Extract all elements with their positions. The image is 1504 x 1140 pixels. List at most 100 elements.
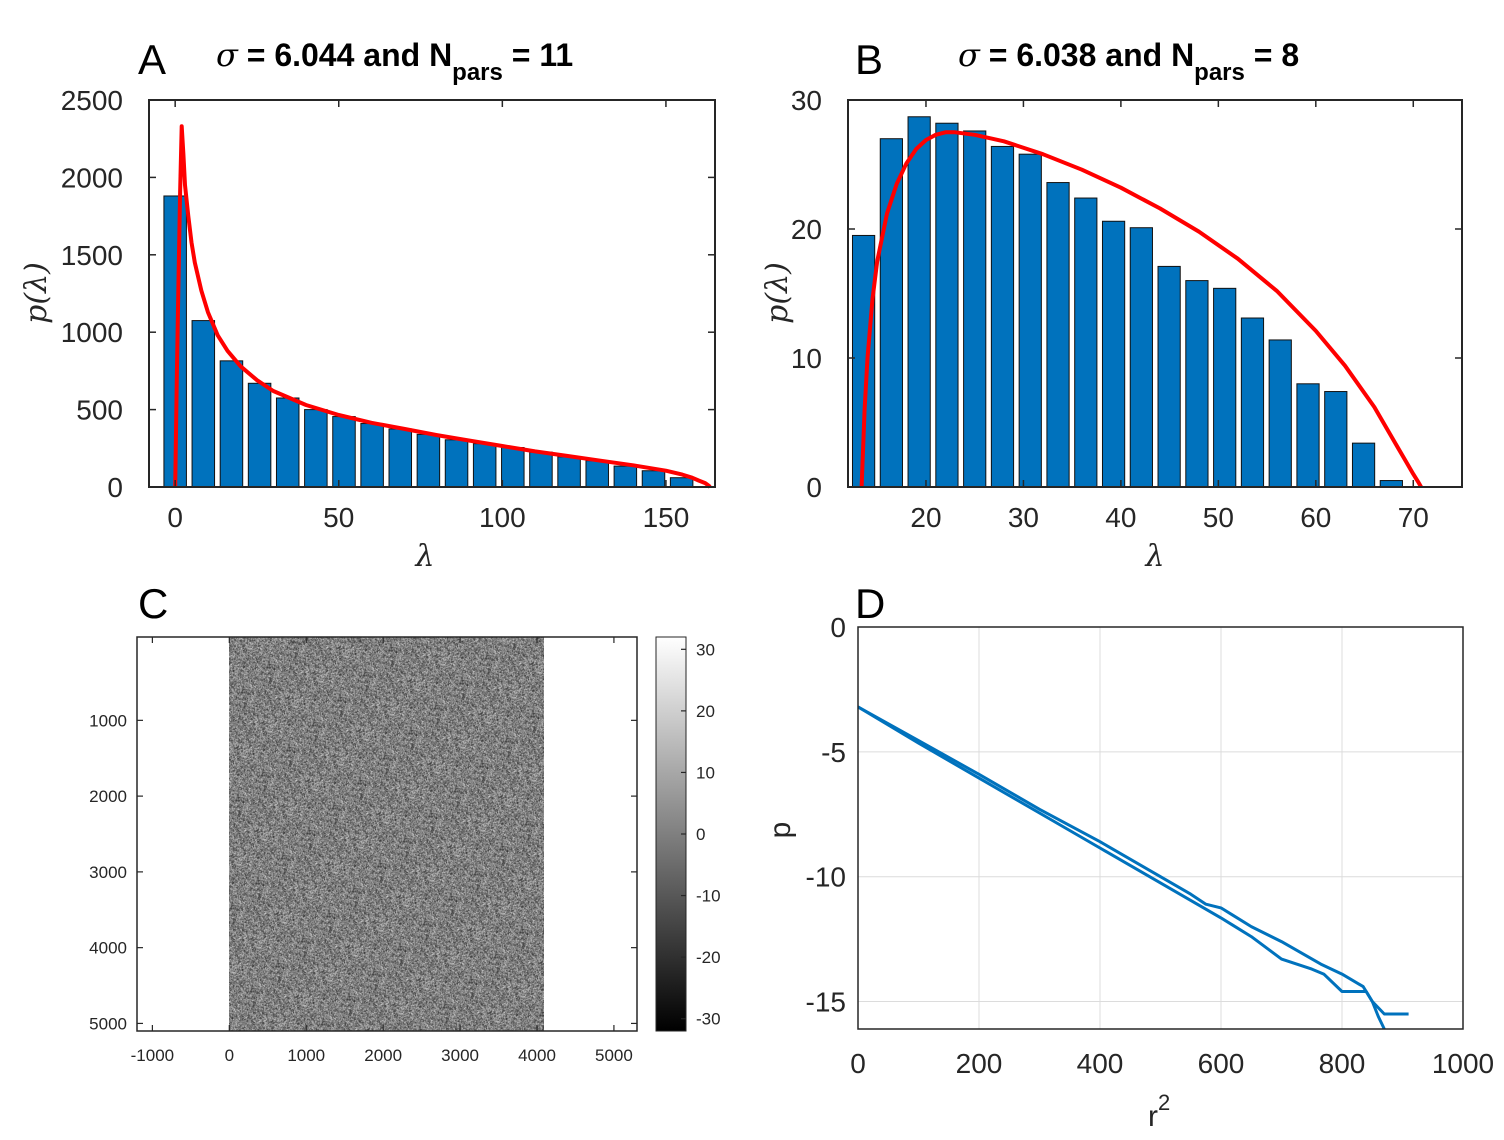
chart-c-xtick-label: 5000 xyxy=(595,1046,633,1065)
panel-a-title: σ = 6.044 and Npars = 11 xyxy=(216,36,573,86)
chart-d-series-lower xyxy=(858,705,1386,1029)
chart-b-bar xyxy=(1018,153,1042,488)
chart-d-ytick-label: 0 xyxy=(830,612,846,643)
chart-d-xtick-label: 200 xyxy=(956,1048,1003,1079)
chart-a-bar xyxy=(472,443,497,488)
chart-c-ytick-label: 4000 xyxy=(89,939,127,958)
chart-d-xtick-label: 1000 xyxy=(1432,1048,1494,1079)
chart-a-bar xyxy=(219,360,244,488)
chart-d-ytick-label: -15 xyxy=(806,987,846,1018)
chart-c-xtick-label: -1000 xyxy=(131,1046,174,1065)
chart-b-axes-box xyxy=(847,99,1463,488)
chart-b-xtick-label: 40 xyxy=(1105,502,1136,533)
chart-d-xtick-label: 400 xyxy=(1077,1048,1124,1079)
chart-d-xlabel-sup: 2 xyxy=(1158,1090,1170,1115)
panel-b-title: σ = 6.038 and Npars = 8 xyxy=(958,36,1299,86)
chart-b-bar xyxy=(1213,287,1237,488)
colorbar-tick-label: 0 xyxy=(696,825,705,844)
chart-a-bar xyxy=(529,451,553,488)
chart-a-xlabel: λ xyxy=(414,539,434,574)
chart-b-bar xyxy=(935,122,959,488)
panel-letter-b: B xyxy=(855,36,883,83)
chart-a-ytick-label: 500 xyxy=(76,395,123,426)
chart-a-bar xyxy=(585,460,609,488)
chart-b-bar xyxy=(963,130,987,488)
chart-b-bar xyxy=(1296,383,1320,488)
chart-a-bar xyxy=(641,470,666,488)
chart-a-bar xyxy=(613,465,638,488)
chart-a-bar xyxy=(304,409,328,488)
chart-a-bar xyxy=(247,382,272,488)
chart-d-xtick-label: 600 xyxy=(1198,1048,1245,1079)
colorbar-tick-label: 30 xyxy=(696,640,715,659)
chart-b-xtick-label: 30 xyxy=(1008,502,1039,533)
panel-letter-d: D xyxy=(855,580,885,627)
chart-b-bar xyxy=(990,145,1015,488)
chart-a-bar xyxy=(669,477,694,488)
chart-c-heatmap: -1000 0 1000 2000 3000 4000 5000 1000 2000 3000 40… xyxy=(89,636,721,1065)
chart-c-xtick-label: 2000 xyxy=(364,1046,402,1065)
chart-a-bar xyxy=(388,428,413,488)
chart-b-bar xyxy=(1240,317,1265,488)
chart-b-ylabel: p(λ) xyxy=(760,262,795,324)
heatmap-noise-region xyxy=(229,637,545,1031)
chart-b-ytick-label: 10 xyxy=(791,343,822,374)
chart-a-bar xyxy=(501,447,525,488)
chart-b-bar xyxy=(1185,280,1209,488)
panel-b-title-sub: pars xyxy=(1194,59,1245,86)
chart-a-xtick-label: 50 xyxy=(323,502,354,533)
chart-a-bar xyxy=(275,397,300,488)
colorbar-tick-label: -10 xyxy=(696,887,721,906)
chart-b-bar xyxy=(1046,182,1070,488)
panel-a-title-end: = 11 xyxy=(503,37,573,73)
panel-b-title-sigma: σ xyxy=(958,36,981,74)
chart-b-ytick-label: 0 xyxy=(806,472,822,503)
chart-b-histogram: 20 30 40 50 60 70 0 10 20 30 xyxy=(791,85,1463,533)
chart-a-fit-curve xyxy=(173,124,712,489)
chart-b-bar xyxy=(879,138,903,488)
heatmap-noise-canvas xyxy=(229,637,545,1031)
chart-c-xtick-label: 4000 xyxy=(518,1046,556,1065)
chart-b-bar xyxy=(1157,265,1181,488)
chart-b-fit-curve xyxy=(859,130,1423,488)
chart-b-ytick-label: 20 xyxy=(791,214,822,245)
chart-a-ytick-label: 0 xyxy=(107,472,123,503)
chart-d-xlabel-main: r xyxy=(1148,1100,1158,1133)
chart-b-bar xyxy=(1074,197,1098,488)
chart-c-xtick-label: 0 xyxy=(225,1046,234,1065)
chart-b-xtick-label: 70 xyxy=(1398,502,1429,533)
chart-c-ytick-label: 1000 xyxy=(89,711,127,730)
chart-a-bar xyxy=(360,423,384,488)
colorbar-tick-label: -20 xyxy=(696,948,721,967)
chart-b-xtick-label: 50 xyxy=(1203,502,1234,533)
chart-d-ytick-label: -10 xyxy=(806,862,846,893)
chart-d-ytick-label: -5 xyxy=(821,737,846,768)
chart-c-axes-box xyxy=(136,636,638,1032)
chart-d-xtick-label: 800 xyxy=(1319,1048,1366,1079)
chart-a-ytick-label: 2500 xyxy=(61,85,123,116)
chart-c-xtick-label: 1000 xyxy=(287,1046,325,1065)
chart-b-bar xyxy=(1129,227,1153,488)
chart-a-axes-box xyxy=(148,99,716,488)
chart-c-ytick-label: 2000 xyxy=(89,787,127,806)
chart-b-bar xyxy=(1101,220,1126,488)
chart-a-ytick-label: 2000 xyxy=(61,162,123,193)
panel-letter-c: C xyxy=(138,580,168,627)
chart-a-ytick-label: 1500 xyxy=(61,240,123,271)
chart-a-bar xyxy=(557,456,581,488)
chart-a-ylabel: p(λ) xyxy=(19,262,54,324)
chart-b-bar xyxy=(1268,339,1292,488)
panel-a-title-sigma: σ xyxy=(216,36,239,74)
colorbar-tick-label: -30 xyxy=(696,1010,721,1029)
chart-c-ytick-label: 5000 xyxy=(89,1014,127,1033)
chart-a-bar xyxy=(332,416,356,488)
chart-d-axes-box xyxy=(857,626,1464,1030)
colorbar-tick-label: 20 xyxy=(696,702,715,721)
colorbar-tick-label: 10 xyxy=(696,763,715,782)
chart-a-bar xyxy=(444,439,469,488)
panel-b-title-main: = 6.038 and N xyxy=(980,37,1194,73)
chart-a-xtick-label: 0 xyxy=(167,502,183,533)
chart-a-bar xyxy=(416,433,441,488)
